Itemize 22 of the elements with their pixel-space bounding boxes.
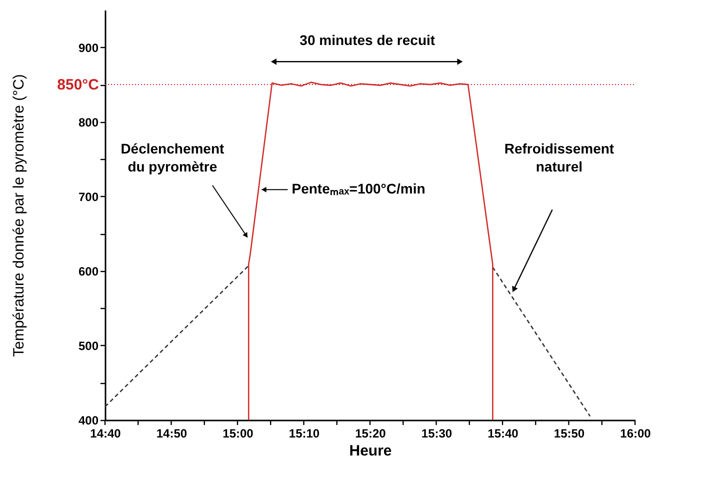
x-tick-label: 15:30 <box>421 426 452 440</box>
annotation: Penteₘₐₓ=100°C/min <box>292 180 426 197</box>
annotation: Déclenchement du pyromètre <box>120 140 225 174</box>
x-tick-label: 15:10 <box>288 426 320 440</box>
x-tick-label: 15:00 <box>222 426 254 440</box>
y-tick-label: 400 <box>78 414 99 428</box>
x-tick-label: 15:40 <box>488 426 519 440</box>
x-tick-label: 15:50 <box>554 426 585 440</box>
x-axis-title: Heure <box>349 442 392 460</box>
y-tick-label: 500 <box>78 338 99 353</box>
ref-line-label: 850°C <box>57 76 100 94</box>
x-tick-label: 14:40 <box>90 426 122 440</box>
annotation: Refroidissement naturel <box>504 140 614 174</box>
y-axis-title: Température donnée par le pyromètre (°C) <box>10 74 28 357</box>
x-tick-label: 15:20 <box>355 426 386 440</box>
x-tick-label: 16:00 <box>620 426 652 440</box>
y-tick-label: 900 <box>78 40 99 55</box>
y-tick-label: 600 <box>78 264 99 278</box>
y-tick-label: 700 <box>78 190 99 204</box>
x-tick-label: 14:50 <box>156 426 188 440</box>
y-tick-label: 800 <box>78 115 99 130</box>
annotation: 30 minutes de recuit <box>300 32 436 48</box>
